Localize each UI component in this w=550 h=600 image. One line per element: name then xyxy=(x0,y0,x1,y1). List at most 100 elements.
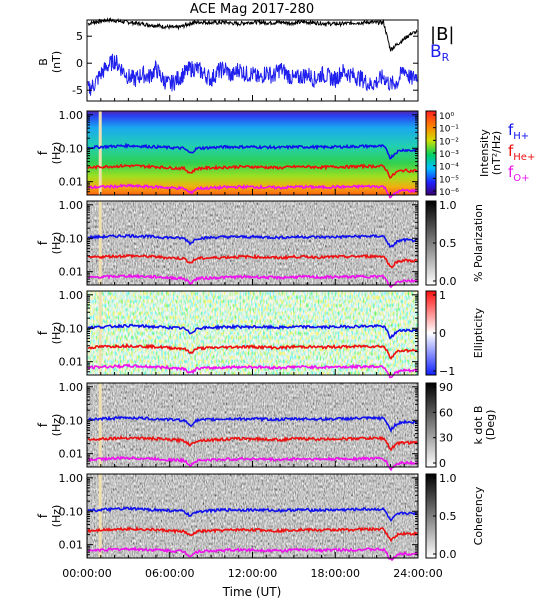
spectrogram-panel: 1.00 0.10 0.01 f (Hz) 90 60 30 0 k dot B (Deg) xyxy=(36,381,497,472)
colorbar-tick-label: 10⁻¹ xyxy=(439,125,459,135)
legend-f-o: fO+ xyxy=(508,163,530,184)
colorbar-tick-label: 0.5 xyxy=(439,237,457,250)
x-tick-label: 18:00:00 xyxy=(311,567,360,580)
f-he-plus-line xyxy=(87,435,418,452)
f-o-plus-line xyxy=(87,363,418,379)
freq-ylabel: f xyxy=(36,513,50,518)
data-gap-marker xyxy=(98,111,102,195)
freq-yunit: (Hz) xyxy=(50,232,63,255)
freq-tick-label: 0.10 xyxy=(59,322,84,335)
colorbar-tick-label: 0.0 xyxy=(439,548,457,561)
freq-tick-label: 1.00 xyxy=(59,289,84,302)
x-tick-label: 24:00:00 xyxy=(393,567,442,580)
colorbar-label-unit: (Deg) xyxy=(484,410,497,441)
intensity-image xyxy=(87,111,418,195)
freq-tick-label: 1.00 xyxy=(59,199,84,212)
colorbar-label: % Polarization xyxy=(472,204,485,282)
colorbar-tick-label: 1.0 xyxy=(439,472,457,485)
mag-frame xyxy=(86,19,419,102)
freq-tick-label: 0.10 xyxy=(59,414,84,427)
freq-tick-label: 0.10 xyxy=(59,232,84,245)
f-o-plus-line xyxy=(87,546,418,562)
colorbar-tick-label: 0.5 xyxy=(439,510,457,523)
spectrogram-panel: 1.00 0.10 0.01 f (Hz) 1.0 0.5 0.0 Coherency xyxy=(36,472,485,562)
mag-ytick-label: 5 xyxy=(76,30,83,43)
legend-f-h: fH+ xyxy=(508,121,529,142)
freq-ylabel: f xyxy=(36,240,50,245)
colorbar-tick-label: 30 xyxy=(439,432,453,445)
magnetic-field-panel: 50-5 B (nT) |B| BR xyxy=(37,16,454,102)
freq-yunit: (Hz) xyxy=(50,142,63,165)
data-gap-marker xyxy=(98,383,102,467)
legend-b-radial-sub: R xyxy=(442,51,450,64)
colorbar-label: Coherency xyxy=(472,486,485,545)
colorbar-tick-label: 90 xyxy=(439,381,453,394)
freq-tick-label: 0.01 xyxy=(59,448,84,461)
colorbar-tick-label: 10⁻⁵ xyxy=(439,175,459,185)
legend-f-he: fHe+ xyxy=(508,142,535,163)
f-he-plus-line xyxy=(87,163,418,179)
colorbar-tick-label: 60 xyxy=(439,406,453,419)
freq-yunit: (Hz) xyxy=(50,505,63,528)
spectrogram-panel: 1.00 0.10 0.01 f (Hz) 10⁰ 10⁻¹ 10⁻² 10⁻³ 10⁻⁴ 10⁻⁵… xyxy=(36,109,503,199)
colorbar-tick-label: 10⁻⁴ xyxy=(439,163,459,173)
freq-yunit: (Hz) xyxy=(50,322,63,345)
freq-yunit: (Hz) xyxy=(50,414,63,437)
x-tick-label: 06:00:00 xyxy=(145,567,194,580)
colorbar-tick-label: 0 xyxy=(439,457,446,470)
mag-ylabel: B xyxy=(37,58,50,66)
freq-tick-label: 0.01 xyxy=(59,176,84,189)
colorbar-label: k dot B xyxy=(472,406,485,445)
f-he-plus-line xyxy=(87,253,418,269)
f-o-plus-line xyxy=(87,273,418,289)
f-o-plus-line xyxy=(87,183,418,199)
freq-tick-label: 0.01 xyxy=(59,266,84,279)
spectrogram-panel: 1.00 0.10 0.01 f (Hz) 1 0 −1 Ellipticity xyxy=(36,289,485,379)
freq-ylabel: f xyxy=(36,330,50,335)
series-line-b-radial xyxy=(87,53,418,96)
colorbar-tick-label: 10⁻² xyxy=(439,137,459,147)
f-he-plus-line xyxy=(87,342,417,360)
data-gap-marker xyxy=(98,474,102,558)
colorbar-tick-label: 10⁰ xyxy=(439,112,454,122)
colorbar-tick-label: −1 xyxy=(439,365,455,378)
grayscale-image xyxy=(87,383,418,467)
colorbar-label-unit: (nT²/Hz) xyxy=(490,131,503,175)
freq-tick-label: 0.10 xyxy=(59,142,84,155)
legend-b-radial: BR xyxy=(430,42,450,64)
f-h-plus-line xyxy=(87,233,418,248)
f-h-plus-line xyxy=(87,506,417,523)
spectrogram-panel: 1.00 0.10 0.01 f (Hz) 1.0 0.5 0.0 % Polarization xyxy=(36,199,485,289)
grayscale-image xyxy=(87,201,418,285)
freq-tick-label: 1.00 xyxy=(59,381,84,394)
legend-b-radial-main: B xyxy=(430,42,442,62)
f-h-plus-line xyxy=(87,142,418,160)
freq-tick-label: 0.10 xyxy=(59,505,84,518)
freq-ylabel: f xyxy=(36,150,50,155)
freq-tick-label: 1.00 xyxy=(59,109,84,122)
freq-tick-label: 0.01 xyxy=(59,356,84,369)
colorbar-tick-label: 0 xyxy=(439,327,446,340)
series-line-b-magnitude xyxy=(87,16,418,52)
f-o-plus-line xyxy=(87,455,418,472)
frequency-legend: fH+ fHe+ fO+ xyxy=(508,121,535,184)
x-tick-label: 12:00:00 xyxy=(228,567,277,580)
grayscale-image xyxy=(87,474,418,558)
data-gap-marker xyxy=(98,291,102,375)
colorbar xyxy=(425,382,437,468)
mag-ytick-label: -5 xyxy=(72,84,83,97)
colorbar-tick-label: 0.0 xyxy=(439,275,457,288)
colorbar-tick-label: 10⁻³ xyxy=(439,150,459,160)
ellipticity-image xyxy=(87,291,418,375)
figure-title: ACE Mag 2017-280 xyxy=(190,2,314,17)
mag-yunit: (nT) xyxy=(50,51,63,73)
freq-tick-label: 0.01 xyxy=(59,539,84,552)
legend-b-magnitude: |B| xyxy=(430,24,454,45)
colorbar-tick-label: 1 xyxy=(439,289,446,302)
colorbar-label: Intensity xyxy=(478,129,491,177)
colorbar-label: Ellipticity xyxy=(472,307,485,358)
f-h-plus-line xyxy=(87,323,418,340)
x-axis-label: Time (UT) xyxy=(222,585,282,599)
f-h-plus-line xyxy=(87,415,418,433)
colorbar-tick-label: 10⁻⁶ xyxy=(439,188,459,198)
